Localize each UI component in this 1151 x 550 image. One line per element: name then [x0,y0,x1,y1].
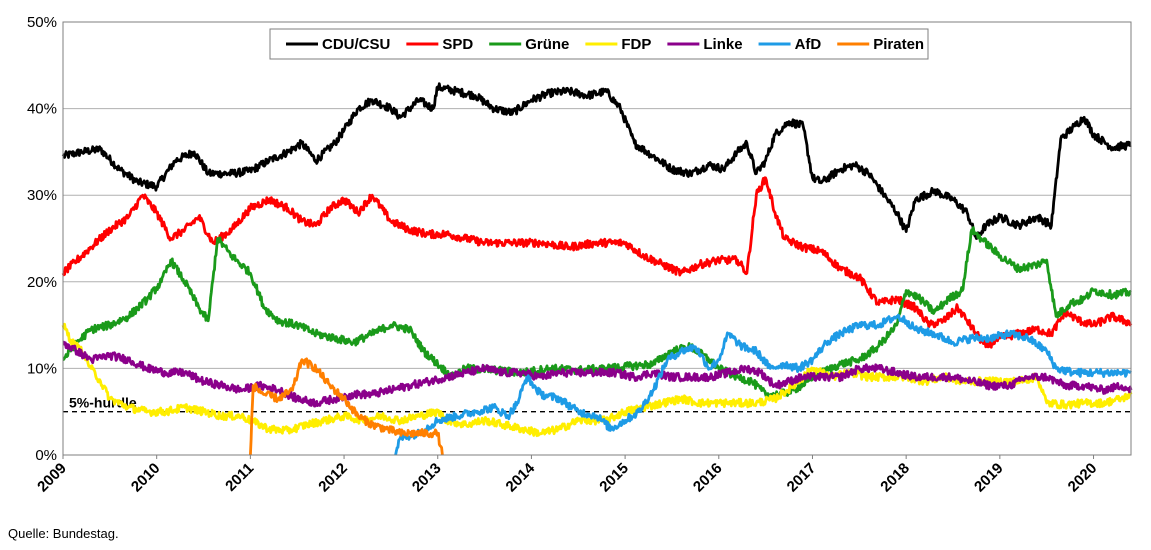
x-tick-label: 2010 [128,460,164,496]
legend-label: FDP [621,36,651,53]
x-tick-label: 2011 [222,460,257,495]
reference-line-group: 5%-hurdle [63,395,1131,413]
legend-item: Piraten [837,36,924,53]
legend-item: Grüne [489,36,569,53]
y-tick-label: 20% [27,274,57,291]
hurdle-label: 5%-hurdle [69,395,137,411]
x-tick-label: 2012 [315,460,351,496]
x-tick-label: 2019 [971,460,1007,496]
plot-frame [62,21,1132,456]
x-axis-ticks: 2009 2010 2011 2012 2013 2014 2015 2016 2017 2018… [34,455,1100,495]
y-tick-label: 30% [27,187,57,204]
x-tick-label: 2014 [503,459,539,495]
y-tick-label: 10% [27,360,57,377]
source-note: Quelle: Bundestag. [8,526,119,541]
legend-item: FDP [585,36,651,53]
y-tick-label: 50% [27,14,57,31]
legend-item: Linke [667,36,743,53]
legend-label: CDU/CSU [322,36,390,53]
legend-item: AfD [758,36,822,53]
x-tick-label: 2015 [596,460,632,496]
legend-item: CDU/CSU [286,36,390,53]
x-tick-label: 2009 [34,460,70,496]
x-tick-label: 2020 [1065,460,1101,496]
legend-label: Piraten [873,36,924,53]
series-line-afd [394,313,1132,456]
legend: CDU/CSU SPD Grüne FDP Linke AfD Piraten [269,28,929,60]
series-line-linke [62,340,1133,408]
legend-label: SPD [442,36,473,53]
x-tick-label: 2016 [690,460,726,496]
y-tick-label: 40% [27,101,57,118]
legend-label: Linke [703,36,742,53]
series-line-piraten [249,357,444,456]
legend-item: SPD [406,36,473,53]
y-tick-label: 0% [35,447,57,464]
series-lines [61,82,1133,456]
legend-label: AfD [795,36,822,53]
x-tick-label: 2013 [409,460,445,496]
series-line-cdu-csu [61,82,1132,240]
series-line-spd [61,176,1133,349]
legend-label: Grüne [525,36,569,53]
y-axis-ticks: 0% 10% 20% 30% 40% 50% [27,14,57,464]
x-tick-label: 2017 [784,460,820,496]
x-tick-label: 2018 [877,460,913,496]
